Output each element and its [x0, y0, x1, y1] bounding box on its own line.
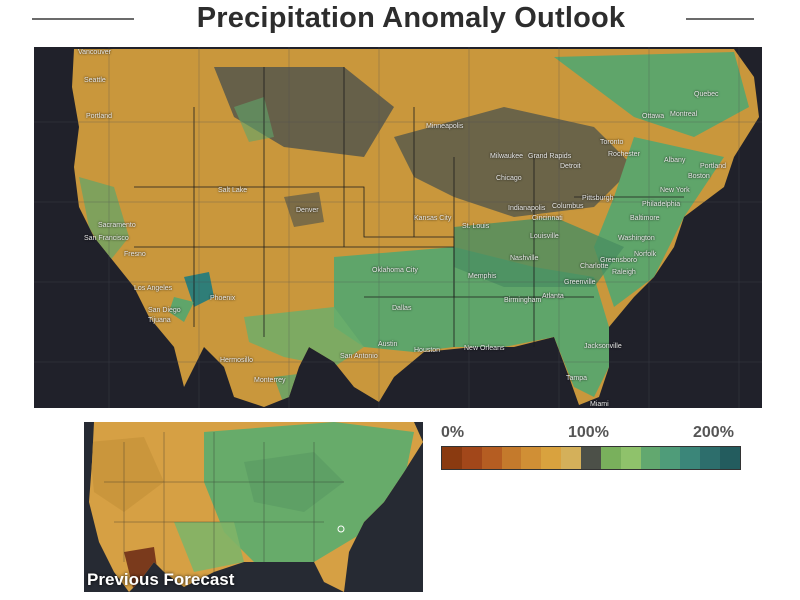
- city-label: Miami: [590, 401, 609, 408]
- city-label: Rochester: [608, 151, 640, 158]
- legend-swatch: [541, 447, 562, 469]
- thumbnail-map-svg: [84, 422, 423, 592]
- city-label: Birmingham: [504, 297, 542, 304]
- city-label: Seattle: [84, 77, 106, 84]
- city-label: Milwaukee: [490, 153, 524, 160]
- city-label: Los Angeles: [134, 285, 173, 292]
- city-label: Chicago: [496, 175, 522, 182]
- city-label: Kansas City: [414, 215, 452, 222]
- legend-swatch: [481, 447, 502, 469]
- main-forecast-map[interactable]: Vancouver Seattle Portland Sacramento Sa…: [34, 47, 762, 408]
- legend-max-label: 200%: [693, 424, 734, 441]
- city-label: Austin: [378, 341, 398, 348]
- thumbnail-label: Previous Forecast: [87, 570, 235, 589]
- legend-swatch: [660, 447, 681, 469]
- city-label: San Antonio: [340, 353, 378, 360]
- state-borders: [134, 67, 684, 347]
- legend-swatch: [680, 447, 701, 469]
- city-label: Atlanta: [542, 293, 564, 300]
- city-label: Dallas: [392, 305, 412, 312]
- city-label: Charlotte: [580, 263, 609, 270]
- color-legend: 0% 100% 200%: [441, 424, 741, 470]
- city-label: Minneapolis: [426, 123, 464, 130]
- previous-forecast-thumbnail[interactable]: Previous Forecast: [84, 422, 423, 592]
- city-label: New York: [660, 187, 690, 194]
- city-label: Portland: [700, 163, 727, 170]
- city-label: San Diego: [148, 307, 181, 314]
- city-label: Jacksonville: [584, 343, 622, 350]
- city-label: Hermosillo: [220, 357, 254, 364]
- city-label: Greensboro: [600, 257, 637, 264]
- title-row: Precipitation Anomaly Outlook: [0, 0, 800, 44]
- city-label: Norfolk: [634, 251, 657, 258]
- city-label: Salt Lake: [218, 187, 248, 194]
- legend-swatch: [501, 447, 522, 469]
- main-map-svg: [34, 47, 762, 408]
- legend-color-bar: [441, 446, 741, 470]
- city-label: Raleigh: [612, 269, 636, 276]
- legend-mid-label: 100%: [568, 424, 609, 441]
- city-label: Baltimore: [630, 215, 660, 222]
- city-label: St. Louis: [462, 223, 490, 230]
- city-label: Denver: [296, 207, 319, 214]
- city-label: Houston: [414, 347, 441, 354]
- city-label: Tijuana: [148, 317, 171, 324]
- city-label: Detroit: [560, 163, 581, 170]
- city-label: Cincinnati: [532, 215, 563, 222]
- legend-swatch: [561, 447, 582, 469]
- legend-min-label: 0%: [441, 424, 465, 441]
- city-label: Monterrey: [254, 377, 286, 384]
- city-label: Boston: [688, 173, 710, 180]
- city-label: New Orleans: [464, 345, 505, 352]
- city-label: Tampa: [566, 375, 588, 382]
- city-label: Grand Rapids: [528, 153, 572, 160]
- city-label: Toronto: [600, 139, 624, 146]
- city-label: Columbus: [552, 203, 584, 210]
- title-left-rule: [32, 18, 134, 20]
- city-label: Oklahoma City: [372, 267, 418, 274]
- city-label: Quebec: [694, 91, 719, 98]
- city-label: Albany: [664, 157, 686, 164]
- title-right-rule: [686, 18, 754, 20]
- city-label: Indianapolis: [508, 205, 546, 212]
- city-label: Washington: [618, 235, 655, 242]
- city-label: Memphis: [468, 273, 497, 280]
- city-label: Phoenix: [210, 295, 236, 302]
- city-label: Portland: [86, 113, 113, 120]
- city-label: Vancouver: [78, 49, 111, 56]
- city-label: Sacramento: [98, 222, 136, 229]
- legend-swatch: [442, 447, 462, 469]
- legend-swatch: [581, 447, 601, 469]
- legend-swatch: [461, 447, 482, 469]
- city-label: Montreal: [670, 111, 698, 118]
- city-label: Greenville: [564, 279, 596, 286]
- graticule: [34, 47, 762, 408]
- city-label: Fresno: [124, 251, 146, 258]
- city-label: Philadelphia: [642, 201, 681, 208]
- legend-swatch: [600, 447, 621, 469]
- city-label: San Francisco: [84, 235, 129, 242]
- legend-swatch: [700, 447, 721, 469]
- legend-swatch: [640, 447, 661, 469]
- page-title: Precipitation Anomaly Outlook: [196, 2, 626, 34]
- city-label: Louisville: [530, 233, 559, 240]
- legend-swatch: [720, 447, 740, 469]
- legend-swatch: [620, 447, 641, 469]
- city-label: Pittsburgh: [582, 195, 614, 202]
- city-label: Ottawa: [642, 113, 665, 120]
- legend-swatch: [521, 447, 542, 469]
- city-label: Nashville: [510, 255, 539, 262]
